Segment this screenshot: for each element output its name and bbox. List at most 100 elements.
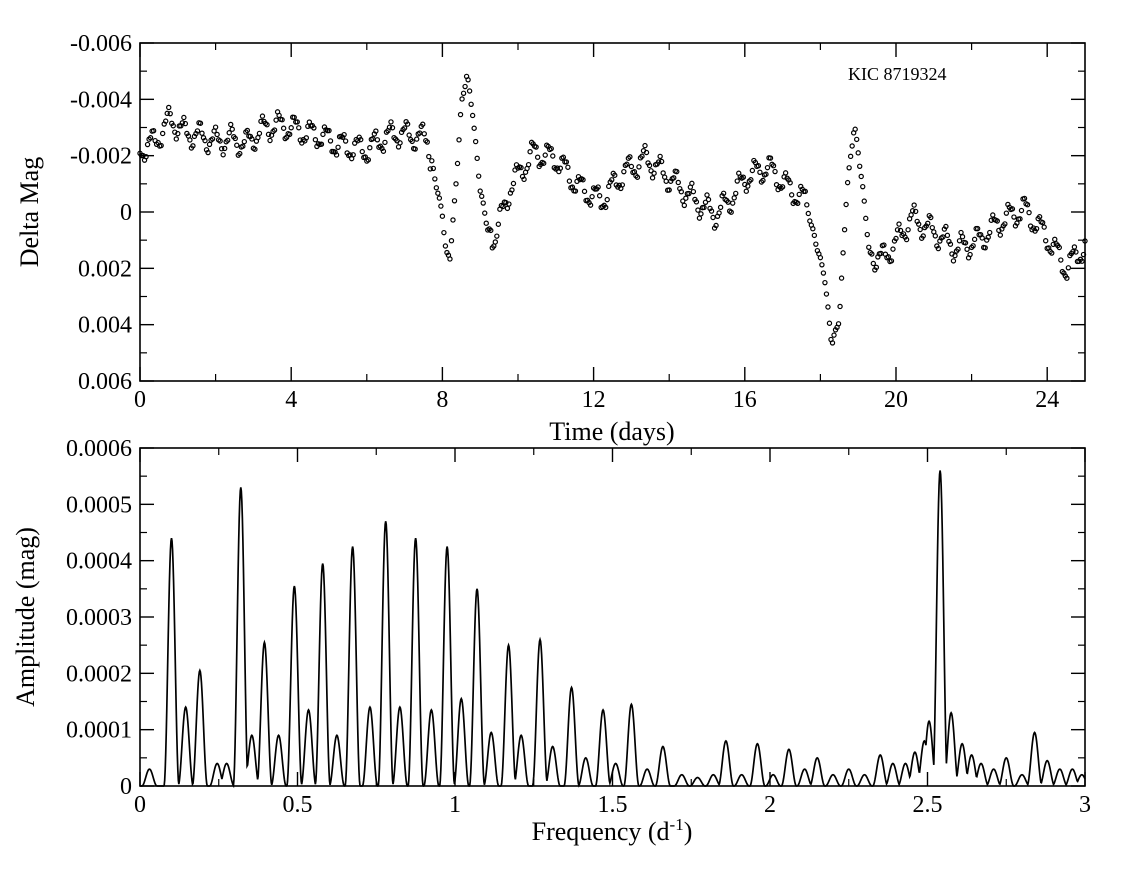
- lightcurve-point: [548, 145, 554, 152]
- lightcurve-point: [572, 188, 579, 194]
- lightcurve-point: [905, 227, 911, 233]
- lightcurve-point: [686, 190, 692, 197]
- lightcurve-point: [202, 137, 208, 144]
- lightcurve-point: [358, 136, 364, 143]
- lightcurve-point: [1021, 195, 1028, 202]
- lightcurve-point: [264, 121, 270, 128]
- lightcurve-point: [1080, 251, 1087, 258]
- lightcurve-point: [840, 250, 846, 256]
- lightcurve-point: [870, 260, 877, 267]
- lightcurve-point: [206, 141, 213, 148]
- lightcurve-point: [925, 220, 931, 227]
- lightcurve-point: [634, 174, 641, 180]
- lightcurve-point: [221, 145, 228, 152]
- lightcurve-point: [373, 128, 379, 134]
- lightcurve-point: [804, 202, 810, 208]
- lightcurve-point: [181, 114, 187, 121]
- lightcurve-x-tick-label: 4: [285, 387, 297, 413]
- lightcurve-point: [1036, 214, 1043, 220]
- lightcurve-point: [717, 204, 724, 211]
- lightcurve-point: [427, 166, 433, 172]
- lightcurve-point: [249, 136, 255, 142]
- lightcurve-point: [442, 243, 449, 249]
- lightcurve-point: [359, 148, 365, 155]
- lightcurve-point: [595, 184, 601, 190]
- lightcurve-point: [1070, 248, 1076, 255]
- lightcurve-point: [441, 229, 447, 236]
- lightcurve-point: [674, 168, 680, 175]
- star-id-annotation: KIC 8719324: [848, 64, 947, 84]
- lightcurve-point: [795, 200, 801, 206]
- lightcurve-point: [159, 130, 166, 137]
- lightcurve-point: [175, 130, 181, 137]
- lightcurve-point: [294, 119, 300, 125]
- lightcurve-point: [666, 187, 672, 193]
- lightcurve-point: [802, 188, 808, 195]
- lightcurve-point: [448, 237, 455, 244]
- lightcurve-point: [265, 131, 272, 138]
- lightcurve-point: [624, 161, 630, 167]
- lightcurve-point: [671, 175, 677, 181]
- lightcurve-point: [232, 135, 238, 142]
- lightcurve-point: [730, 200, 736, 206]
- lightcurve-point: [710, 214, 716, 221]
- lightcurve-point: [908, 212, 914, 218]
- lightcurve-point: [689, 180, 695, 187]
- lightcurve-point: [217, 138, 223, 144]
- lightcurve-point: [229, 126, 235, 132]
- lightcurve-point: [318, 141, 325, 147]
- spectrum-y-tick-label: 0.0005: [66, 492, 132, 518]
- lightcurve-point: [140, 152, 146, 159]
- lightcurve-panel: 0 4 8 12 16 20 24 -0.006 -0.004 -0.002 0 0.002 0.00…: [15, 31, 1088, 446]
- lightcurve-point: [609, 177, 615, 183]
- lightcurve-point: [810, 226, 816, 232]
- lightcurve-point: [896, 221, 902, 227]
- lightcurve-point: [288, 125, 294, 131]
- lightcurve-point: [767, 155, 774, 161]
- lightcurve-point: [831, 332, 837, 338]
- lightcurve-point: [604, 196, 610, 203]
- spectrum-amplitude-line: [140, 470, 1086, 789]
- lightcurve-point: [320, 131, 326, 138]
- lightcurve-point: [291, 114, 297, 121]
- lightcurve-point: [477, 188, 483, 194]
- lightcurve-x-tick-label: 24: [1035, 387, 1059, 413]
- lightcurve-point: [469, 112, 476, 119]
- lightcurve-point: [763, 171, 769, 177]
- lightcurve-point: [861, 198, 867, 204]
- lightcurve-point: [162, 118, 169, 124]
- spectrum-x-tick-label: 2: [764, 792, 776, 818]
- lightcurve-point: [158, 142, 164, 149]
- lightcurve-point: [397, 140, 403, 146]
- lightcurve-point: [450, 217, 456, 223]
- spectrum-y-ticks: 0 0.0001 0.0002 0.0003 0.0004 0.0005 0.0006: [66, 436, 1085, 800]
- lightcurve-point: [705, 196, 712, 203]
- lightcurve-point: [636, 164, 642, 170]
- lightcurve-point: [698, 211, 704, 217]
- lightcurve-point: [237, 150, 243, 157]
- lightcurve-point: [849, 143, 855, 149]
- lightcurve-point: [813, 241, 819, 247]
- lightcurve-x-tick-label: 16: [733, 387, 757, 413]
- lightcurve-point: [259, 113, 266, 119]
- lightcurve-point: [488, 227, 494, 234]
- lightcurve-point: [881, 242, 887, 248]
- lightcurve-y-axis-label: Delta Mag: [15, 157, 44, 267]
- lightcurve-point: [959, 233, 966, 240]
- lightcurve-x-tick-label: 8: [436, 387, 448, 413]
- lightcurve-y-tick-label: 0.006: [78, 369, 132, 395]
- lightcurve-point: [581, 188, 588, 195]
- lightcurve-point: [835, 321, 842, 327]
- lightcurve-point: [702, 199, 709, 206]
- lightcurve-point: [982, 245, 988, 251]
- lightcurve-point: [1002, 221, 1008, 227]
- lightcurve-point: [681, 202, 688, 209]
- lightcurve-point: [226, 130, 232, 136]
- lightcurve-point: [525, 161, 532, 168]
- lightcurve-point: [527, 149, 533, 155]
- lightcurve-point: [541, 160, 547, 166]
- lightcurve-data-points: [137, 73, 1088, 346]
- lightcurve-point: [205, 149, 211, 156]
- lightcurve-point: [760, 177, 766, 184]
- lightcurve-point: [500, 203, 506, 210]
